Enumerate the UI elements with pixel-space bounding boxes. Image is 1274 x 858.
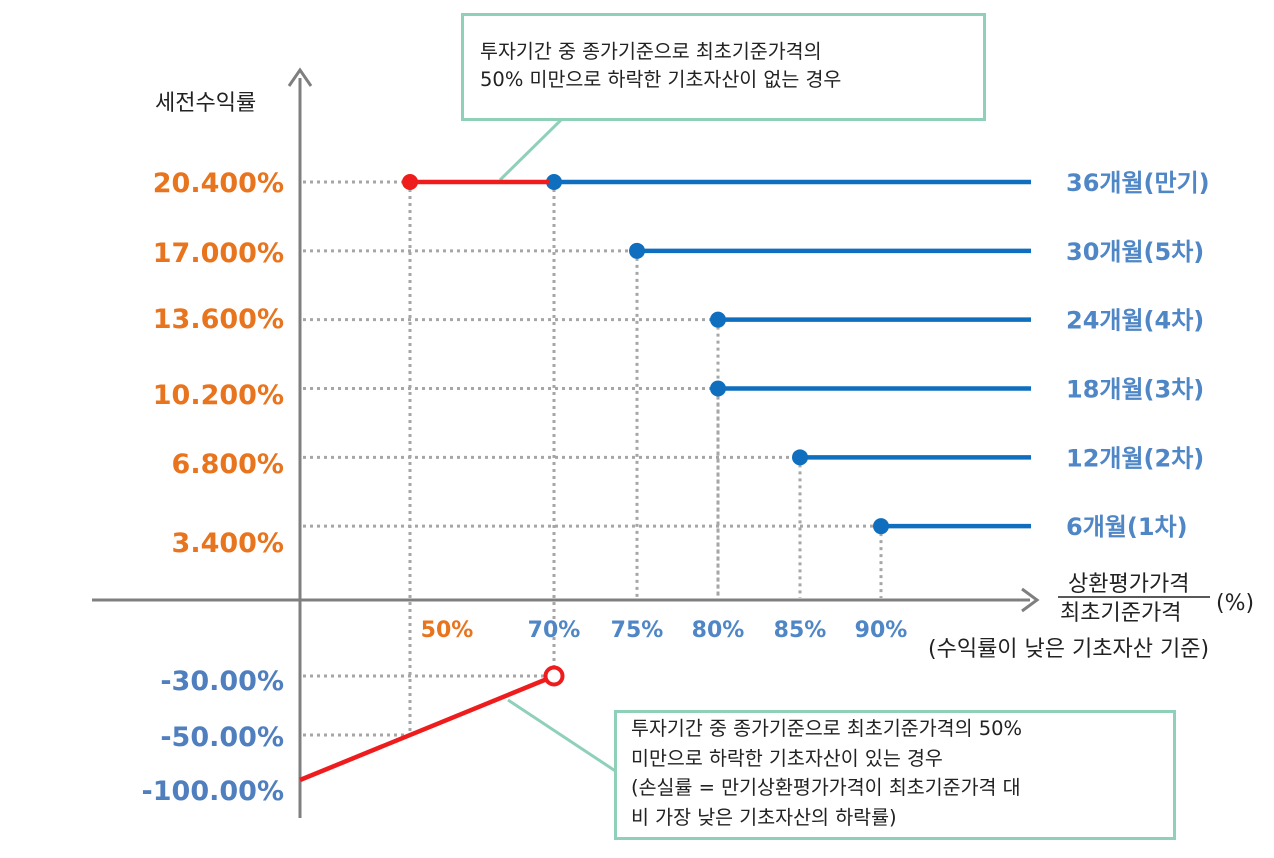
x-axis-unit: (%) <box>1216 591 1254 616</box>
callout-breach-line-3: (손실률 = 만기상환평가가격이 최초기준가격 대 <box>631 776 1021 799</box>
x-tick-label-5: 90% <box>855 618 908 643</box>
series-5-label: 6개월(1차) <box>1066 513 1188 541</box>
series-2-dot <box>710 311 726 328</box>
breach-loss-line <box>299 676 548 783</box>
guide-lines <box>303 180 883 737</box>
x-tick-label-4: 85% <box>774 618 827 643</box>
callout-no-breach: 투자기간 중 종가기준으로 최초기준가격의 50% 미만으로 하락한 기초자산이… <box>461 13 986 121</box>
x-tick-label-1: 70% <box>528 618 581 643</box>
series-4-dot <box>792 449 808 466</box>
series-3-dot <box>710 380 726 397</box>
callout-breach-line-4: 비 가장 낮은 기초자산의 하락률) <box>631 805 897 829</box>
x-tick-label-0: 50% <box>421 618 474 643</box>
y-tick-label-6: -30.00% <box>160 666 284 697</box>
x-axis-title-numerator: 상환평가가격 <box>1068 572 1189 597</box>
series-0-label: 36개월(만기) <box>1066 169 1210 197</box>
y-tick-label-8: -100.00% <box>142 776 284 807</box>
series-5-dot <box>873 518 889 535</box>
y-tick-label-2: 13.600% <box>153 304 284 335</box>
axes <box>92 67 1040 818</box>
x-tick-label-3: 80% <box>692 618 745 643</box>
series-1-label: 30개월(5차) <box>1066 238 1204 266</box>
x-axis-title-denominator: 최초기준가격 <box>1060 601 1181 626</box>
series-1-dot <box>629 242 645 259</box>
callout-breach-line-2: 미만으로 하락한 기초자산이 있는 경우 <box>631 746 943 770</box>
series-0-dot <box>546 174 562 190</box>
y-tick-label-5: 3.400% <box>172 528 284 559</box>
chart-marks <box>299 174 1031 783</box>
series-4-label: 12개월(2차) <box>1066 444 1204 472</box>
callout-2-leader <box>507 698 624 778</box>
x-tick-label-2: 75% <box>611 618 664 643</box>
y-tick-label-4: 6.800% <box>172 449 284 480</box>
callout-1-leader <box>498 116 565 182</box>
y-axis-title: 세전수익률 <box>155 91 256 116</box>
y-tick-label-3: 10.200% <box>153 380 284 411</box>
callout-leaders <box>498 116 624 778</box>
series-3-label: 18개월(3차) <box>1066 376 1204 404</box>
y-tick-label-7: -50.00% <box>160 722 284 753</box>
y-axis-arrow-icon <box>287 67 313 87</box>
no-breach-dot <box>402 174 418 190</box>
callout-no-breach-line-2: 50% 미만으로 하락한 기초자산이 없는 경우 <box>480 68 842 91</box>
y-tick-label-0: 20.400% <box>153 168 284 199</box>
x-axis-note: (수익률이 낮은 기초자산 기준) <box>928 637 1209 662</box>
callout-breach-line-1: 투자기간 중 종가기준으로 최초기준가격의 50% <box>631 717 1023 740</box>
callout-no-breach-line-1: 투자기간 중 종가기준으로 최초기준가격의 <box>480 40 822 63</box>
breach-open-dot <box>543 665 565 687</box>
callout-breach: 투자기간 중 종가기준으로 최초기준가격의 50% 미만으로 하락한 기초자산이… <box>614 710 1176 840</box>
series-2-label: 24개월(4차) <box>1066 307 1204 335</box>
x-axis-arrow-icon <box>1021 587 1040 613</box>
chart-labels: 36개월(만기) 30개월(5차) 24개월(4차) 18개월(3차) 12개월(2차)… <box>142 168 1210 807</box>
y-tick-label-1: 17.000% <box>153 238 284 269</box>
